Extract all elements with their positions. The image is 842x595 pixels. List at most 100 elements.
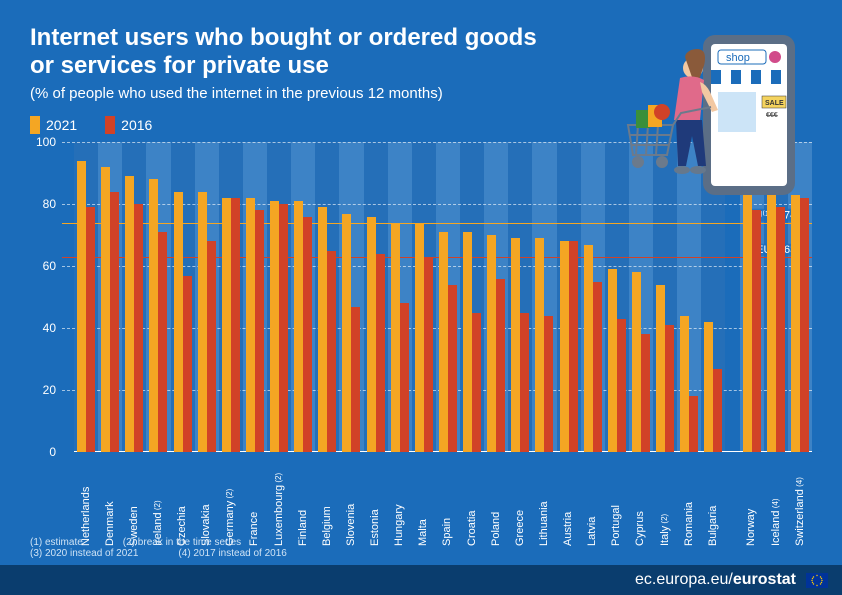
bar-group (412, 142, 436, 452)
svg-text:SALE: SALE (765, 100, 784, 107)
x-axis-label: Czechia (177, 456, 188, 546)
bar-2016 (207, 241, 216, 452)
bar-2021 (246, 198, 255, 452)
bar-group (315, 142, 339, 452)
x-axis-label: Denmark (105, 456, 116, 546)
y-tick-label: 0 (49, 445, 56, 459)
bar-2016 (327, 251, 336, 453)
x-axis-label: Latvia (587, 456, 598, 546)
bar-2021 (294, 201, 303, 452)
legend-label-2021: 2021 (46, 117, 77, 133)
bar-2021 (656, 285, 665, 452)
bar-2021 (198, 192, 207, 452)
x-axis-label: Bulgaria (708, 456, 719, 546)
bar-2016 (255, 210, 264, 452)
x-axis-label: Germany (2) (225, 456, 236, 546)
bar-2016 (231, 198, 240, 452)
bar-2016 (496, 279, 505, 453)
bar-2016 (376, 254, 385, 452)
x-axis-label: Greece (515, 456, 526, 546)
x-axis-label: Portugal (611, 456, 622, 546)
x-axis-label: Slovenia (346, 456, 357, 546)
legend-swatch-2021 (30, 116, 40, 134)
bar-group (122, 142, 146, 452)
bar-group (291, 142, 315, 452)
footnote-3: (3) 2020 instead of 2021 (30, 548, 138, 559)
bar-2021 (632, 272, 641, 452)
y-tick-label: 60 (43, 259, 56, 273)
bar-2021 (608, 269, 617, 452)
bar-2016 (776, 207, 785, 452)
bar-2016 (303, 217, 312, 453)
x-axis-label: Poland (491, 456, 502, 546)
bar-2021 (463, 232, 472, 452)
bar-2021 (415, 223, 424, 452)
footnote-4: (4) 2017 instead of 2016 (178, 548, 286, 559)
bar-2021 (367, 217, 376, 453)
bar-group (171, 142, 195, 452)
bar-2021 (101, 167, 110, 452)
y-tick-label: 80 (43, 197, 56, 211)
bar-group (243, 142, 267, 452)
bar-group (460, 142, 484, 452)
y-tick-label: 40 (43, 321, 56, 335)
bar-2016 (134, 204, 143, 452)
bar-2021 (125, 176, 134, 452)
x-axis-label: Cyprus (635, 456, 646, 546)
bar-2016 (158, 232, 167, 452)
bar-group (364, 142, 388, 452)
x-axis-label: Slovakia (201, 456, 212, 546)
bar-2021 (767, 189, 776, 453)
bar-group (267, 142, 291, 452)
bar-2016 (520, 313, 529, 453)
bar-2016 (641, 334, 650, 452)
bar-2016 (544, 316, 553, 452)
bar-group (98, 142, 122, 452)
bar-2016 (713, 369, 722, 453)
bar-2021 (77, 161, 86, 452)
footer: ec.europa.eu/eurostat (0, 565, 842, 595)
bar-group (339, 142, 363, 452)
bar-group (532, 142, 556, 452)
shop-sign-text: shop (726, 52, 750, 64)
bar-2021 (270, 201, 279, 452)
y-tick-label: 20 (43, 383, 56, 397)
bar-2016 (183, 276, 192, 453)
bar-2016 (752, 210, 761, 452)
bar-2016 (448, 285, 457, 452)
x-axis-label: Croatia (467, 456, 478, 546)
bar-group (74, 142, 98, 452)
x-axis-label: Malta (418, 456, 429, 546)
footnotes: (1) estimate (2) break in the time serie… (30, 537, 287, 559)
svg-text:€€€: €€€ (766, 112, 778, 119)
bar-2016 (689, 396, 698, 452)
bar-2021 (584, 245, 593, 453)
x-axis-label: Iceland (4) (771, 456, 782, 546)
x-axis-label: Finland (298, 456, 309, 546)
x-axis-label: Switzerland (4) (795, 456, 806, 546)
x-axis-label: Netherlands (81, 456, 92, 546)
bar-2016 (800, 198, 809, 452)
bar-2021 (560, 241, 569, 452)
bar-2021 (487, 235, 496, 452)
bar-group (388, 142, 412, 452)
legend-item-2016: 2016 (105, 116, 152, 134)
bar-group (557, 142, 581, 452)
x-axis-label: Norway (746, 456, 757, 546)
bar-2021 (318, 207, 327, 452)
x-axis-label: Italy (2) (660, 456, 671, 546)
bar-2016 (424, 257, 433, 452)
bar-2021 (704, 322, 713, 452)
x-axis-label: Estonia (370, 456, 381, 546)
footer-url: ec.europa.eu/eurostat (635, 571, 796, 589)
x-axis-label: Luxembourg (2) (274, 456, 285, 546)
x-axis-label: Spain (442, 456, 453, 546)
legend-label-2016: 2016 (121, 117, 152, 133)
bar-group (219, 142, 243, 452)
legend-item-2021: 2021 (30, 116, 77, 134)
bar-2016 (472, 313, 481, 453)
bar-2021 (535, 238, 544, 452)
shopping-illustration: shop SALE €€€ (588, 30, 798, 220)
bar-group (146, 142, 170, 452)
x-axis-label: Hungary (394, 456, 405, 546)
